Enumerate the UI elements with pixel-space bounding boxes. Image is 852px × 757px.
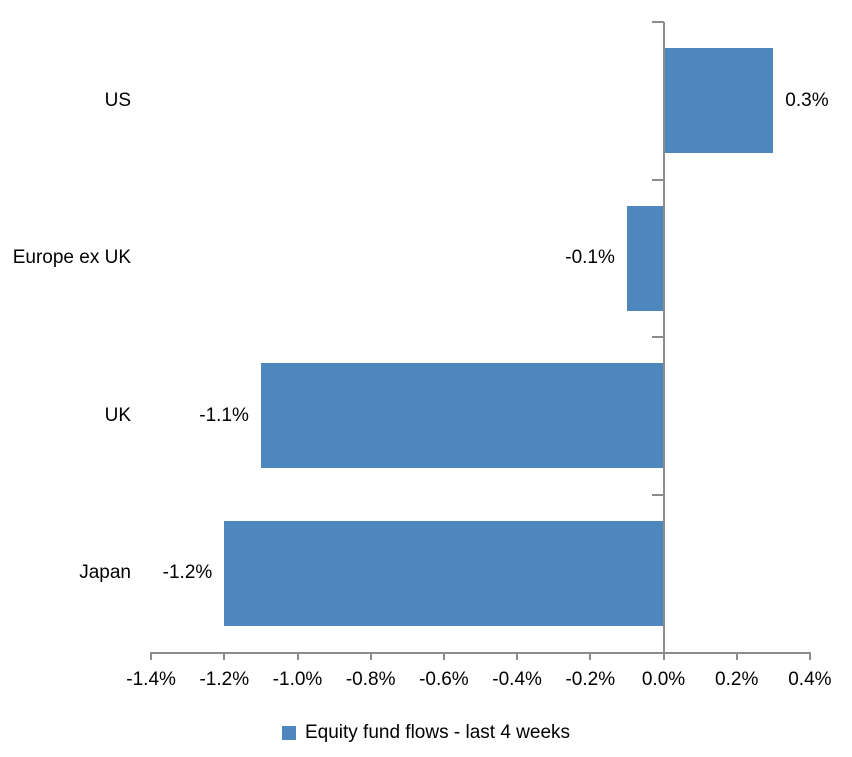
x-tick-label: -0.4%: [492, 669, 542, 690]
value-label-japan: -1.2%: [162, 562, 213, 584]
x-tick-mark: [516, 652, 519, 660]
x-tick-label: -1.4%: [126, 669, 176, 690]
x-tick-label: 0.4%: [788, 669, 832, 690]
value-label-us: 0.3%: [785, 89, 829, 111]
legend-label: Equity fund flows - last 4 weeks: [304, 722, 571, 743]
category-boundary-tick-mark: [651, 493, 664, 496]
legend-swatch-icon: [281, 726, 296, 740]
x-tick-label: -1.2%: [199, 669, 250, 690]
bar-japan: [224, 520, 664, 626]
category-boundary-tick-mark: [651, 336, 664, 338]
x-tick-mark: [369, 652, 372, 660]
value-axis-zero-line: [662, 22, 665, 654]
x-tick-mark: [735, 652, 738, 660]
x-tick-mark: [442, 652, 445, 660]
x-tick-label: -1.0%: [272, 669, 323, 690]
category-label-us: US: [104, 89, 131, 111]
value-label-uk: -1.1%: [199, 404, 249, 426]
bar-us: [663, 48, 774, 154]
category-boundary-tick-mark: [651, 21, 664, 23]
x-tick-label: -0.8%: [345, 669, 396, 690]
category-label-uk: UK: [104, 404, 131, 426]
x-tick-mark: [808, 652, 811, 660]
x-tick-label: 0.2%: [715, 669, 759, 690]
category-boundary-tick-mark: [651, 178, 664, 181]
bar-europe-ex-uk: [626, 205, 664, 311]
x-tick-mark: [223, 652, 226, 660]
legend: Equity fund flows - last 4 weeks: [0, 722, 852, 744]
bar-uk: [260, 363, 664, 469]
category-label-europe-ex-uk: Europe ex UK: [12, 247, 131, 269]
category-label-japan: Japan: [79, 562, 131, 584]
x-tick-label: -0.2%: [565, 669, 616, 690]
value-label-europe-ex-uk: -0.1%: [565, 247, 615, 269]
x-axis-line: [151, 652, 810, 654]
x-tick-label: 0.0%: [641, 669, 686, 690]
x-tick-mark: [589, 652, 592, 660]
x-tick-mark: [662, 652, 665, 660]
x-tick-mark: [150, 652, 153, 660]
x-tick-label: -0.6%: [419, 669, 469, 690]
x-tick-mark: [296, 652, 299, 660]
